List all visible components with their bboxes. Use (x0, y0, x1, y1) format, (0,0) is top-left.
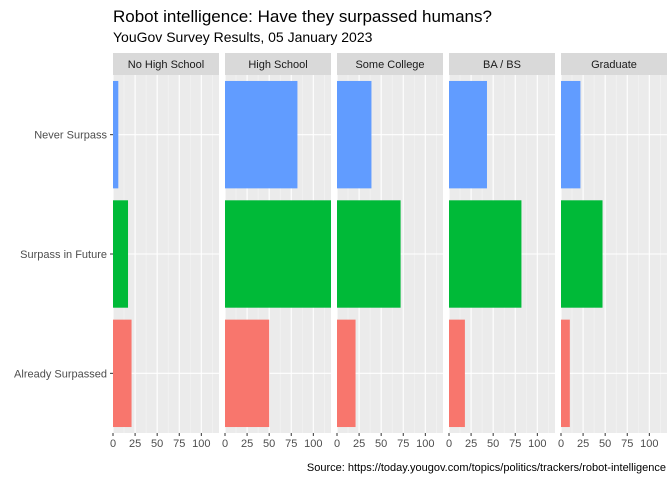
x-tick-label: 75 (397, 438, 409, 450)
facet-label-high-school: High School (248, 59, 307, 71)
x-tick-label: 50 (599, 438, 611, 450)
bar-some-college-never-surpass (337, 80, 372, 189)
bar-some-college-surpass-in-future (337, 200, 401, 308)
bar-some-college-already-surpassed (337, 319, 356, 428)
x-tick-label: 100 (304, 438, 322, 450)
facet-high-school: High School 0 25 50 75 100 (222, 53, 331, 450)
x-tick-label: 75 (285, 438, 297, 450)
x-tick-label: 100 (192, 438, 210, 450)
bar-graduate-never-surpass (561, 80, 581, 189)
facet-label-graduate: Graduate (591, 59, 637, 71)
y-axis: Never Surpass Surpass in Future Already Su… (14, 130, 113, 380)
bar-ba-bs-surpass-in-future (449, 200, 522, 308)
bar-high-school-already-surpassed (225, 319, 270, 428)
x-tick-label: 50 (487, 438, 499, 450)
facet-no-high-school: No High School 0 25 50 75 100 (110, 53, 219, 450)
x-tick-label: 50 (151, 438, 163, 450)
y-tick-label-surpass-in-future: Surpass in Future (20, 249, 107, 261)
facet-strip-no-high-school (113, 53, 219, 75)
bar-graduate-already-surpassed (561, 319, 570, 428)
bar-no-high-school-surpass-in-future (113, 200, 129, 308)
x-tick-label: 50 (375, 438, 387, 450)
facet-label-no-high-school: No High School (128, 59, 204, 71)
x-tick-label: 25 (241, 438, 253, 450)
x-tick-label: 0 (110, 438, 116, 450)
bar-no-high-school-already-surpassed (113, 319, 132, 428)
x-tick-label: 25 (129, 438, 141, 450)
y-tick-label-already-surpassed: Already Surpassed (14, 368, 107, 380)
chart-caption: Source: https://today.yougov.com/topics/… (307, 462, 666, 474)
x-tick-label: 100 (528, 438, 546, 450)
facet-strip-some-college (337, 53, 443, 75)
x-tick-label: 100 (640, 438, 658, 450)
bar-high-school-never-surpass (225, 80, 298, 189)
x-tick-label: 0 (446, 438, 452, 450)
chart-subtitle: YouGov Survey Results, 05 January 2023 (113, 29, 373, 45)
x-tick-label: 75 (509, 438, 521, 450)
bar-high-school-surpass-in-future (225, 200, 331, 308)
facet-label-ba-bs: BA / BS (483, 59, 521, 71)
bar-ba-bs-already-surpassed (449, 319, 465, 428)
facet-ba-bs: BA / BS 0 25 50 75 100 (446, 53, 555, 450)
y-tick-label-never-surpass: Never Surpass (34, 130, 107, 142)
bar-ba-bs-never-surpass (449, 80, 487, 189)
facet-label-some-college: Some College (355, 59, 424, 71)
bar-graduate-surpass-in-future (561, 200, 603, 308)
facet-graduate: Graduate 0 25 50 75 100 (558, 53, 667, 450)
x-tick-label: 25 (465, 438, 477, 450)
x-tick-label: 25 (577, 438, 589, 450)
facet-panels: No High School 0 25 50 75 100 High School 0 25 50… (110, 53, 667, 450)
x-tick-label: 0 (334, 438, 340, 450)
facet-strip-ba-bs (449, 53, 555, 75)
chart-title: Robot intelligence: Have they surpassed … (113, 7, 492, 26)
x-tick-label: 75 (173, 438, 185, 450)
x-tick-label: 75 (621, 438, 633, 450)
bar-no-high-school-never-surpass (113, 80, 119, 189)
x-tick-label: 0 (558, 438, 564, 450)
x-tick-label: 0 (222, 438, 228, 450)
x-tick-label: 100 (416, 438, 434, 450)
facet-strip-high-school (225, 53, 331, 75)
x-tick-label: 25 (353, 438, 365, 450)
facet-some-college: Some College 0 25 50 75 100 (334, 53, 443, 450)
x-tick-label: 50 (263, 438, 275, 450)
facet-strip-graduate (561, 53, 667, 75)
